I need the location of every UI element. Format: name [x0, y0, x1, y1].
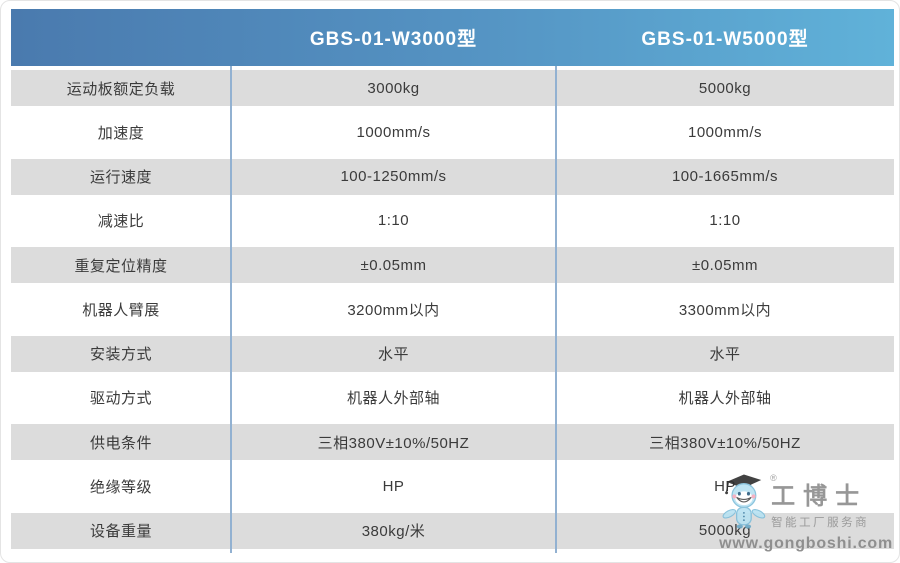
gongboshi-mascot-icon — [722, 474, 766, 529]
table-row: 安装方式 水平 水平 — [11, 332, 894, 376]
value-cell-w3000: 3000kg — [367, 79, 420, 97]
spec-label-cell: 供电条件 — [89, 434, 152, 452]
value-cell-w5000: 机器人外部轴 — [678, 390, 772, 408]
value-cell-w3000: 380kg/米 — [361, 523, 426, 541]
spec-label-cell: 机器人臂展 — [82, 301, 160, 319]
spec-label-cell: 绝缘等级 — [89, 479, 152, 497]
spec-label-cell: 加速度 — [97, 124, 145, 142]
value-cell-w5000: 1:10 — [709, 212, 741, 230]
spec-label-cell: 驱动方式 — [89, 390, 152, 408]
value-cell-w3000: 水平 — [377, 346, 409, 364]
table-row: 加速度 1000mm/s 1000mm/s — [11, 110, 894, 154]
registered-trademark: ® — [770, 473, 777, 483]
table-row: 机器人臂展 3200mm以内 3300mm以内 — [11, 287, 894, 331]
value-cell-w3000: HP — [382, 478, 405, 496]
header-model-w3000: GBS-01-W3000型 — [309, 29, 478, 50]
value-cell-w5000: 100-1665mm/s — [671, 168, 779, 186]
spec-label-cell: 运动板额定负载 — [66, 80, 176, 98]
table-row: 供电条件 三相380V±10%/50HZ 三相380V±10%/50HZ — [11, 420, 894, 464]
spec-comparison-table: GBS-01-W3000型 GBS-01-W5000型 运动板额定负载 3000… — [11, 9, 894, 553]
value-cell-w3000: 1:10 — [377, 212, 410, 230]
value-cell-w3000: 100-1250mm/s — [340, 168, 447, 186]
spec-label-cell: 设备重量 — [89, 523, 152, 541]
brand-tagline: 智能工厂服务商 — [771, 517, 870, 529]
value-cell-w5000: ±0.05mm — [692, 256, 758, 274]
table-row: 运行速度 100-1250mm/s 100-1665mm/s — [11, 155, 894, 199]
value-cell-w3000: 3200mm以内 — [347, 301, 440, 319]
header-model-w5000: GBS-01-W5000型 — [641, 29, 809, 50]
brand-url: www.gongboshi.com — [719, 535, 893, 552]
table-row: 设备重量 380kg/米 5000kg — [11, 509, 894, 553]
value-cell-w5000: 1000mm/s — [687, 123, 763, 141]
table-row: 绝缘等级 HP HP — [11, 464, 894, 508]
value-cell-w5000: 5000kg — [698, 79, 752, 97]
column-divider — [230, 66, 232, 553]
brand-name: 工博士 — [771, 484, 868, 510]
table-row: 重复定位精度 ±0.05mm ±0.05mm — [11, 243, 894, 287]
value-cell-w5000: 水平 — [709, 346, 741, 364]
spec-label-cell: 安装方式 — [89, 346, 152, 364]
table-header-row: GBS-01-W3000型 GBS-01-W5000型 — [11, 9, 894, 66]
value-cell-w3000: 1000mm/s — [356, 123, 431, 141]
brand-watermark: ® 工博士 智能工厂服务商 www.gongboshi.com — [719, 470, 893, 553]
spec-label-cell: 重复定位精度 — [74, 257, 168, 275]
table-row: 驱动方式 机器人外部轴 机器人外部轴 — [11, 376, 894, 420]
value-cell-w3000: 三相380V±10%/50HZ — [317, 434, 470, 452]
value-cell-w3000: 机器人外部轴 — [346, 390, 440, 408]
value-cell-w5000: 3300mm以内 — [678, 301, 772, 319]
value-cell-w3000: ±0.05mm — [360, 256, 427, 274]
table-row: 运动板额定负载 3000kg 5000kg — [11, 66, 894, 110]
value-cell-w5000: 三相380V±10%/50HZ — [649, 434, 801, 452]
column-divider — [555, 66, 557, 553]
spec-label-cell: 减速比 — [97, 213, 145, 231]
table-row: 减速比 1:10 1:10 — [11, 199, 894, 243]
header-spec-column — [11, 9, 231, 66]
table-body: 运动板额定负载 3000kg 5000kg 加速度 1000mm/s 1000m… — [11, 66, 894, 553]
spec-label-cell: 运行速度 — [89, 169, 152, 187]
